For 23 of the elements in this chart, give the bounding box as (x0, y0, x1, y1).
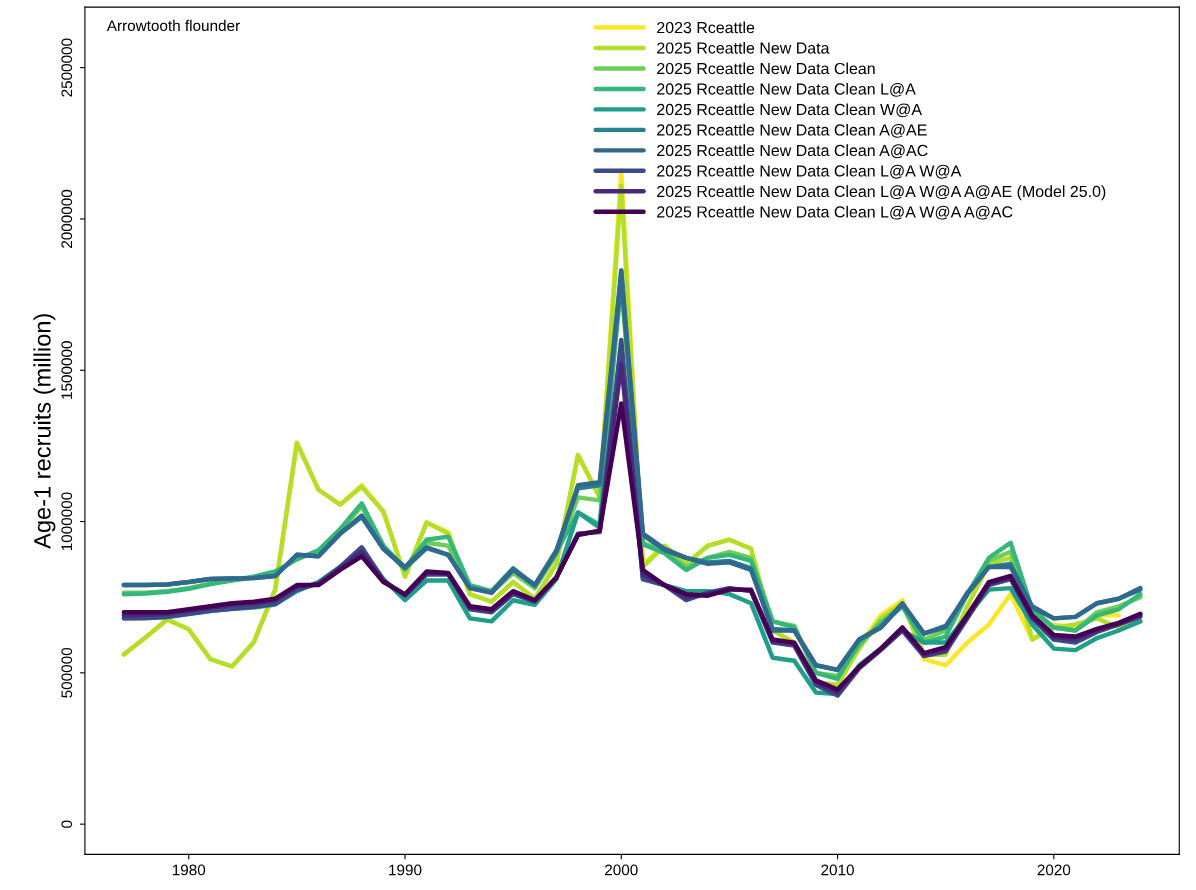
x-tick-label: 2000 (605, 864, 638, 876)
y-tick-label: 500000 (61, 647, 73, 698)
legend-label: 2025 Rceattle New Data Clean (657, 62, 875, 75)
legend-label: 2025 Rceattle New Data (657, 41, 830, 54)
legend-label: 2025 Rceattle New Data Clean W@A (657, 103, 922, 118)
y-tick-label: 0 (61, 820, 73, 828)
y-tick-label: 2500000 (61, 38, 73, 97)
legend-label: 2025 Rceattle New Data Clean A@AE (657, 123, 927, 138)
legend-label: 2025 Rceattle New Data Clean A@AC (657, 144, 928, 159)
x-tick-label: 1990 (389, 864, 422, 876)
y-axis-title: Age-1 recruits (million) (33, 314, 56, 549)
x-tick-label: 1980 (172, 864, 206, 876)
legend-label: 2025 Rceattle New Data Clean L@A W@A (657, 164, 962, 179)
y-tick-label: 1000000 (61, 492, 73, 551)
annotation: Arrowtooth flounder (106, 19, 240, 32)
legend-label: 2025 Rceattle New Data Clean L@A W@A A@AE (Model 25.0) (657, 185, 1106, 201)
legend-label: 2025 Rceattle New Data Clean L@A W@A A@AC (657, 205, 1013, 220)
x-tick-label: 2020 (1037, 864, 1071, 876)
y-tick-label: 2000000 (61, 189, 73, 248)
legend-label: 2025 Rceattle New Data Clean L@A (657, 82, 916, 97)
x-tick-label: 2010 (821, 864, 854, 876)
y-tick-label: 1500000 (61, 341, 73, 399)
legend-label: 2023 Rceattle (657, 21, 755, 34)
